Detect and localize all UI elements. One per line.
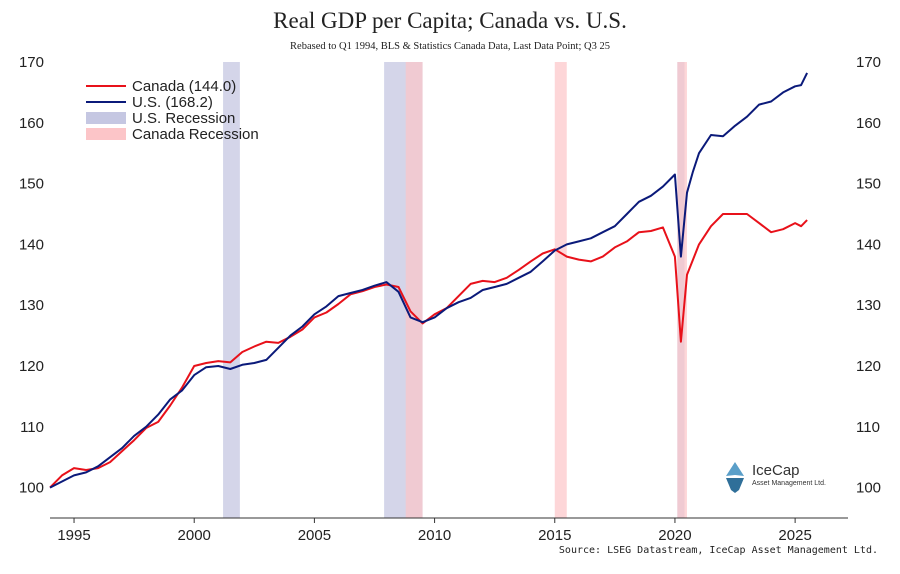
legend-us-recession-label: U.S. Recession bbox=[132, 110, 235, 127]
canada-series-line bbox=[49, 213, 808, 489]
y-tick-label-left: 100 bbox=[19, 480, 44, 497]
y-tick-label-left: 140 bbox=[19, 236, 44, 253]
x-tick-label: 1995 bbox=[57, 527, 90, 544]
source-note: Source: LSEG Datastream, IceCap Asset Ma… bbox=[558, 545, 878, 556]
logo-tagline: Asset Management Ltd. bbox=[752, 480, 826, 487]
y-tick-label-right: 150 bbox=[856, 176, 881, 193]
y-tick-label-right: 160 bbox=[856, 115, 881, 132]
logo-title: IceCap bbox=[752, 462, 800, 479]
y-tick-label-left: 170 bbox=[19, 54, 44, 71]
x-tick-label: 2000 bbox=[178, 527, 211, 544]
x-tick-label: 2020 bbox=[658, 527, 691, 544]
legend-canada-recession-label: Canada Recession bbox=[132, 126, 259, 143]
chart-title: Real GDP per Capita; Canada vs. U.S. bbox=[273, 8, 627, 33]
y-tick-label-right: 170 bbox=[856, 54, 881, 71]
y-tick-label-right: 130 bbox=[856, 297, 881, 314]
chart-axes: 1995 2000 2005 2010 2015 2020 2025 100 100 110 110… bbox=[19, 54, 881, 544]
y-tick-label-right: 140 bbox=[856, 236, 881, 253]
y-tick-label-left: 130 bbox=[19, 297, 44, 314]
legend-canada-recession-swatch bbox=[86, 128, 126, 140]
chart-subtitle: Rebased to Q1 1994, BLS & Statistics Can… bbox=[290, 41, 610, 52]
canada-recession-band bbox=[405, 62, 423, 518]
series-lines bbox=[49, 72, 808, 489]
x-tick-label: 2015 bbox=[538, 527, 571, 544]
legend-us-label: U.S. (168.2) bbox=[132, 94, 213, 111]
y-tick-label-left: 110 bbox=[20, 419, 44, 436]
us-recession-band bbox=[223, 62, 240, 518]
legend-canada-label: Canada (144.0) bbox=[132, 78, 236, 95]
legend-us-recession-swatch bbox=[86, 112, 126, 124]
chart-legend: Canada (144.0)U.S. (168.2)U.S. Recession… bbox=[86, 78, 259, 143]
y-tick-label-right: 100 bbox=[856, 480, 881, 497]
canada-recession-band bbox=[677, 62, 687, 518]
y-tick-label-right: 110 bbox=[856, 419, 880, 436]
y-tick-label-right: 120 bbox=[856, 358, 881, 375]
canada-recession-band bbox=[554, 62, 567, 518]
y-tick-label-left: 160 bbox=[19, 115, 44, 132]
x-tick-label: 2005 bbox=[298, 527, 331, 544]
recession-bands bbox=[223, 62, 687, 518]
x-tick-label: 2010 bbox=[418, 527, 451, 544]
iceberg-icon bbox=[726, 462, 744, 493]
y-tick-label-left: 150 bbox=[19, 176, 44, 193]
us-series-line bbox=[49, 72, 808, 489]
x-tick-label: 2025 bbox=[778, 527, 811, 544]
y-tick-label-left: 120 bbox=[19, 358, 44, 375]
icecap-logo: IceCap Asset Management Ltd. bbox=[722, 460, 842, 494]
